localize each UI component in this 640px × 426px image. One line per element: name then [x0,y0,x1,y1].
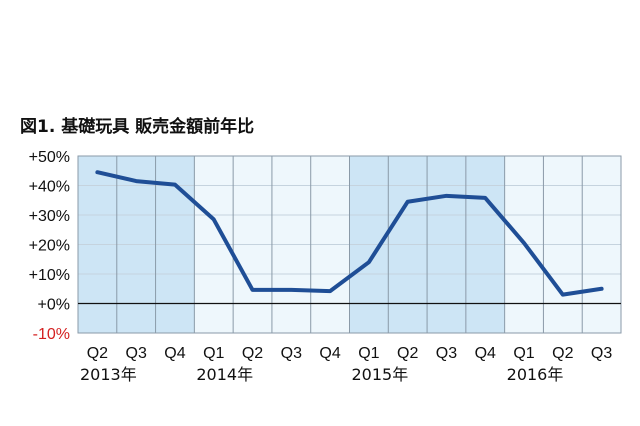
data-line [95,170,604,297]
y-tick-label: +30% [29,208,70,225]
x-tick-label: Q1 [203,345,224,362]
year-label: 2014年 [196,365,253,384]
year-label: 2015年 [352,365,409,384]
y-tick-label: +0% [38,297,70,314]
x-tick-label: Q4 [475,345,496,362]
x-tick-label: Q2 [242,345,263,362]
plot-border [77,155,622,334]
y-tick-label: -10% [33,326,70,343]
y-tick-label: +40% [29,179,70,196]
x-tick-label: Q3 [591,345,612,362]
y-tick-label: +50% [29,149,70,166]
x-tick-label: Q1 [513,345,534,362]
x-tick-label: Q3 [436,345,457,362]
year-label: 2013年 [80,365,137,384]
x-tick-label: Q3 [126,345,147,362]
x-tick-label: Q1 [358,345,379,362]
chart-title: 図1. 基礎玩具 販売金額前年比 [20,117,255,137]
x-tick-label: Q2 [397,345,418,362]
x-tick-label: Q2 [552,345,573,362]
x-tick-label: Q2 [87,345,108,362]
y-tick-label: +10% [29,267,70,284]
x-tick-label: Q3 [281,345,302,362]
y-tick-label: +20% [29,238,70,255]
x-tick-label: Q4 [164,345,185,362]
year-label: 2016年 [507,365,564,384]
x-tick-label: Q4 [319,345,340,362]
